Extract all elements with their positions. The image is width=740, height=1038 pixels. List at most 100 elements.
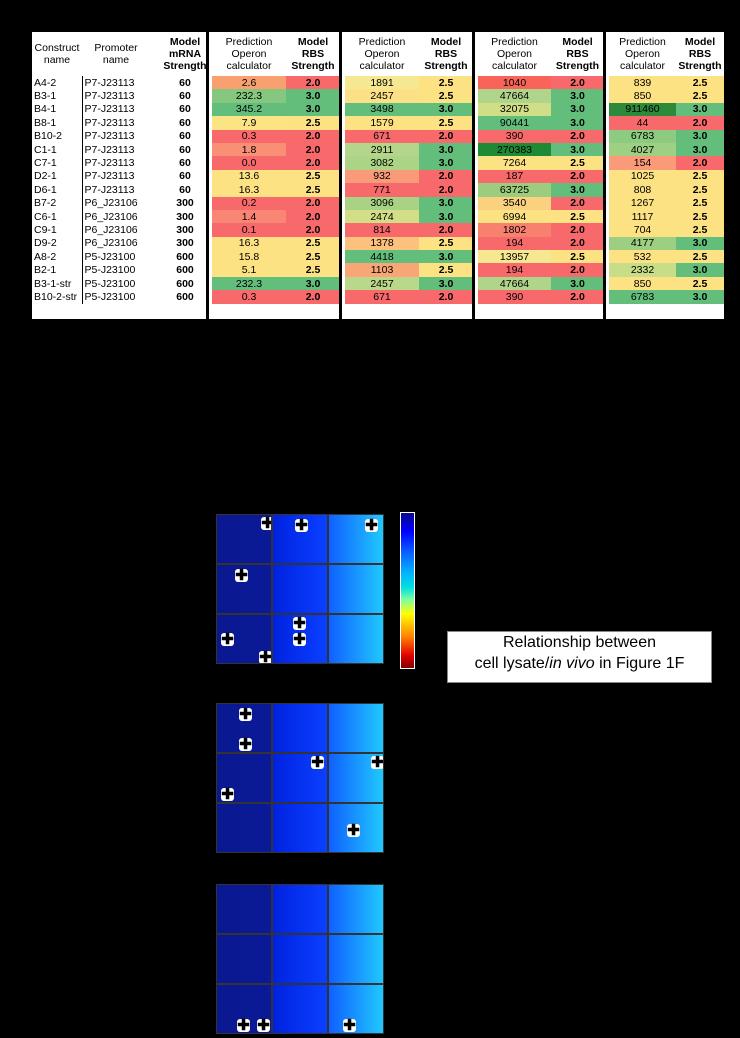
rbs-strength-cell: 3.0 [676,129,724,143]
construct-header-line: Construct [34,42,80,54]
table-row: 13.6 2.5 [212,169,340,184]
figure-note-box: Relationship between cell lysate/in vivo… [447,631,712,683]
prediction-cell: 771 [345,183,419,197]
mrna-cell: 60 [179,170,191,183]
prediction-cell: 187 [478,169,551,184]
prediction-cell: 4418 [345,250,419,264]
mrna-header-line: Strength [163,60,207,72]
table-row: 16.3 2.5 [212,236,340,251]
mrna-header: Model mRNA Strength [150,32,220,76]
prediction-cell: 0.3 [212,129,286,143]
mrna-cell: 300 [176,210,194,223]
rbs-strength-cell: 3.0 [676,102,724,117]
colorbar [400,512,415,669]
table-row: 6783 3.0 [609,290,724,304]
heatmap-tile [216,934,272,984]
prediction-cell: 0.3 [212,290,286,304]
prediction-cell: 671 [345,129,419,143]
rbs-strength-cell: 2.0 [419,183,473,197]
rbs-header-line: Strength [555,60,600,72]
plus-marker-icon: ✚ [365,517,378,534]
table-row: 1802 2.0 [478,223,604,237]
prediction-cell: 13.6 [212,169,286,184]
plus-marker-icon: ✚ [371,754,384,771]
note-line-2: cell lysate/in vivo in Figure 1F [448,653,711,674]
rbs-strength-cell: 2.0 [419,169,473,184]
pred-header: Prediction Operon calculator [345,32,419,76]
prediction-cell: 1040 [478,76,551,90]
prediction-cell: 532 [609,250,676,264]
prediction-cell: 6783 [609,129,676,143]
rbs-strength-cell: 2.5 [676,169,724,184]
rbs-strength-cell: 2.0 [551,223,604,237]
rbs-strength-cell: 2.0 [551,236,604,251]
rbs-strength-cell: 2.5 [286,263,340,277]
prediction-cell: 1378 [345,236,419,251]
table-row: 839 2.5 [609,76,724,90]
heatmap-tile [328,884,384,934]
construct-cell: B3-1-str [32,276,83,291]
construct-table-panel: Construct name Promoter name Model mRNA Streng… [32,32,724,319]
table-row: 13957 2.5 [478,250,604,264]
rbs-strength-cell: 2.5 [676,209,724,224]
rbs-strength-cell: 2.5 [676,76,724,90]
table-row: 16.3 2.5 [212,183,340,197]
prediction-cell: 13957 [478,250,551,264]
heatmap-tile [272,564,328,614]
prediction-cell: 90441 [478,116,551,130]
table-row: 911460 3.0 [609,102,724,117]
table-row: D2-1 P7-J23113 60 [32,169,220,184]
table-row: 850 2.5 [609,89,724,103]
mrna-cell: 60 [179,183,191,196]
rbs-strength-cell: 2.5 [419,263,473,277]
rbs-strength-cell: 2.0 [419,223,473,237]
table-row: 187 2.0 [478,169,604,184]
promoter-cell: P7-J23113 [84,90,135,103]
prediction-cell: 0.2 [212,196,286,210]
rbs-strength-cell: 2.0 [551,263,604,277]
prediction-table-3: Prediction Operon calculator Model RBS Streng… [478,32,604,304]
prediction-cell: 1117 [609,209,676,224]
info-table: Construct name Promoter name Model mRNA Streng… [32,32,221,304]
mrna-cell: 60 [179,103,191,116]
table-row: 47664 3.0 [478,276,604,291]
prediction-cell: 2457 [345,89,419,103]
construct-cell: B7-2 [32,196,83,210]
table-row: 808 2.5 [609,183,724,197]
prediction-cell: 390 [478,129,551,143]
table-row: 1025 2.5 [609,169,724,184]
table-row: 850 2.5 [609,276,724,291]
prediction-cell: 63725 [478,183,551,197]
rbs-strength-cell: 2.5 [419,116,473,130]
rbs-header: Model RBS Strength [676,32,724,76]
table-row: B8-1 P7-J23113 60 [32,116,220,130]
rbs-header-line: Model [297,36,329,48]
prediction-cell: 704 [609,223,676,237]
rbs-strength-cell: 2.5 [286,183,340,197]
construct-cell: C1-1 [32,142,83,157]
heatmap-tile [272,934,328,984]
rbs-strength-cell: 2.5 [676,89,724,103]
table-row: 3096 3.0 [345,196,473,210]
table-row: 4177 3.0 [609,236,724,251]
table-row: 0.3 2.0 [212,290,340,304]
heatmap-tile: ✚ [328,803,384,853]
table-row: B7-2 P6_J23106 300 [32,196,220,210]
pred-header-line: calculator [492,60,537,72]
table-row: B10-2-str P5-J23100 600 [32,290,220,304]
construct-cell: D9-2 [32,236,83,251]
rbs-strength-cell: 3.0 [419,276,473,291]
promoter-cell: P7-J23113 [84,157,135,170]
pred-header-line: calculator [620,60,665,72]
heatmap-tile [328,703,384,753]
construct-cell: C7-1 [32,156,83,170]
table-row: 0.3 2.0 [212,129,340,143]
prediction-cell: 1891 [345,76,419,90]
table-row: 3540 2.0 [478,196,604,210]
promoter-cell: P6_J23106 [84,197,138,210]
rbs-header-line: Model [684,36,716,48]
table-row: 63725 3.0 [478,183,604,197]
promoter-header: Promoter name [82,32,150,76]
mrna-cell: 60 [179,76,191,89]
table-row: 270383 3.0 [478,142,604,157]
